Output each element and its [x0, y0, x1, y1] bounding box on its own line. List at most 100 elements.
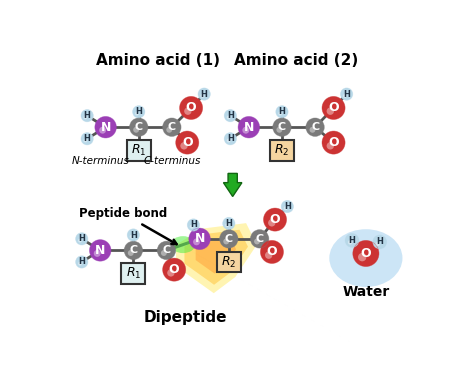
- Circle shape: [163, 258, 186, 281]
- Text: O: O: [270, 213, 280, 226]
- Circle shape: [78, 239, 82, 243]
- Text: $R_2$: $R_2$: [274, 143, 290, 158]
- Circle shape: [348, 240, 352, 244]
- Text: O: O: [182, 136, 192, 149]
- Circle shape: [133, 127, 139, 133]
- Text: Water: Water: [342, 285, 390, 299]
- Circle shape: [84, 115, 87, 119]
- Text: $R_2$: $R_2$: [221, 254, 237, 269]
- Circle shape: [127, 229, 139, 241]
- Circle shape: [343, 94, 347, 98]
- Circle shape: [326, 142, 334, 149]
- Circle shape: [224, 109, 237, 122]
- Circle shape: [345, 233, 359, 247]
- Circle shape: [167, 269, 175, 277]
- Text: Amino acid (2): Amino acid (2): [234, 53, 359, 68]
- Circle shape: [225, 223, 229, 227]
- Text: N: N: [100, 121, 111, 134]
- Text: $R_1$: $R_1$: [126, 266, 141, 281]
- Circle shape: [133, 106, 145, 118]
- Ellipse shape: [329, 229, 402, 287]
- Circle shape: [227, 115, 231, 119]
- Circle shape: [251, 230, 269, 248]
- Text: C: C: [311, 122, 319, 132]
- FancyArrow shape: [223, 173, 242, 196]
- Text: H: H: [79, 235, 85, 243]
- Circle shape: [124, 241, 143, 259]
- Text: $R_1$: $R_1$: [131, 143, 147, 158]
- Text: H: H: [343, 90, 350, 99]
- Circle shape: [89, 240, 111, 261]
- Text: H: H: [190, 221, 197, 229]
- Circle shape: [310, 127, 316, 133]
- Text: C-terminus: C-terminus: [143, 156, 201, 166]
- Text: N: N: [244, 121, 254, 134]
- Circle shape: [179, 97, 202, 120]
- Circle shape: [76, 256, 88, 268]
- Text: C: C: [278, 122, 286, 132]
- Circle shape: [281, 200, 293, 212]
- Circle shape: [187, 219, 200, 231]
- Text: H: H: [284, 202, 291, 211]
- Text: H: H: [227, 134, 234, 143]
- Circle shape: [193, 239, 200, 245]
- Circle shape: [135, 112, 139, 116]
- Text: O: O: [328, 101, 339, 115]
- Text: C: C: [256, 234, 264, 244]
- Text: N: N: [194, 232, 205, 246]
- Text: H: H: [225, 219, 232, 228]
- FancyBboxPatch shape: [127, 140, 151, 161]
- Circle shape: [254, 239, 260, 244]
- Text: H: H: [79, 257, 85, 266]
- Text: H: H: [227, 111, 234, 120]
- FancyBboxPatch shape: [217, 251, 241, 272]
- Circle shape: [223, 239, 229, 244]
- Circle shape: [276, 127, 282, 133]
- Circle shape: [273, 118, 291, 137]
- Text: H: H: [349, 236, 355, 245]
- Circle shape: [242, 127, 249, 134]
- Circle shape: [161, 250, 167, 256]
- Circle shape: [306, 118, 324, 137]
- Circle shape: [157, 241, 176, 259]
- Text: N: N: [95, 244, 105, 257]
- Text: H: H: [201, 90, 207, 99]
- Circle shape: [263, 208, 286, 231]
- Text: H: H: [376, 237, 383, 246]
- Circle shape: [265, 251, 272, 259]
- Circle shape: [189, 228, 210, 250]
- Circle shape: [322, 97, 345, 120]
- Text: H: H: [84, 134, 91, 143]
- Circle shape: [227, 138, 231, 142]
- Text: H: H: [278, 107, 286, 116]
- Circle shape: [278, 112, 282, 116]
- Polygon shape: [176, 223, 257, 293]
- Circle shape: [375, 241, 380, 246]
- Ellipse shape: [171, 236, 195, 253]
- Circle shape: [268, 219, 276, 226]
- Text: N-terminus: N-terminus: [71, 156, 129, 166]
- Circle shape: [84, 138, 87, 142]
- Circle shape: [78, 262, 82, 266]
- Text: C: C: [168, 122, 176, 132]
- Circle shape: [353, 240, 379, 266]
- Text: H: H: [130, 230, 137, 240]
- Text: Dipeptide: Dipeptide: [143, 310, 227, 325]
- Text: C: C: [129, 246, 138, 255]
- Text: C: C: [163, 246, 171, 255]
- Circle shape: [166, 127, 172, 133]
- Text: Amino acid (1): Amino acid (1): [96, 53, 220, 68]
- Circle shape: [224, 132, 237, 145]
- Circle shape: [201, 94, 204, 98]
- Circle shape: [99, 127, 106, 134]
- Text: H: H: [135, 107, 142, 116]
- Text: C: C: [135, 122, 143, 132]
- Circle shape: [176, 131, 199, 154]
- Circle shape: [130, 235, 133, 239]
- FancyBboxPatch shape: [121, 263, 145, 284]
- Text: O: O: [328, 136, 339, 149]
- Circle shape: [222, 217, 235, 230]
- Circle shape: [322, 131, 345, 154]
- Text: O: O: [266, 246, 277, 258]
- Circle shape: [238, 116, 260, 138]
